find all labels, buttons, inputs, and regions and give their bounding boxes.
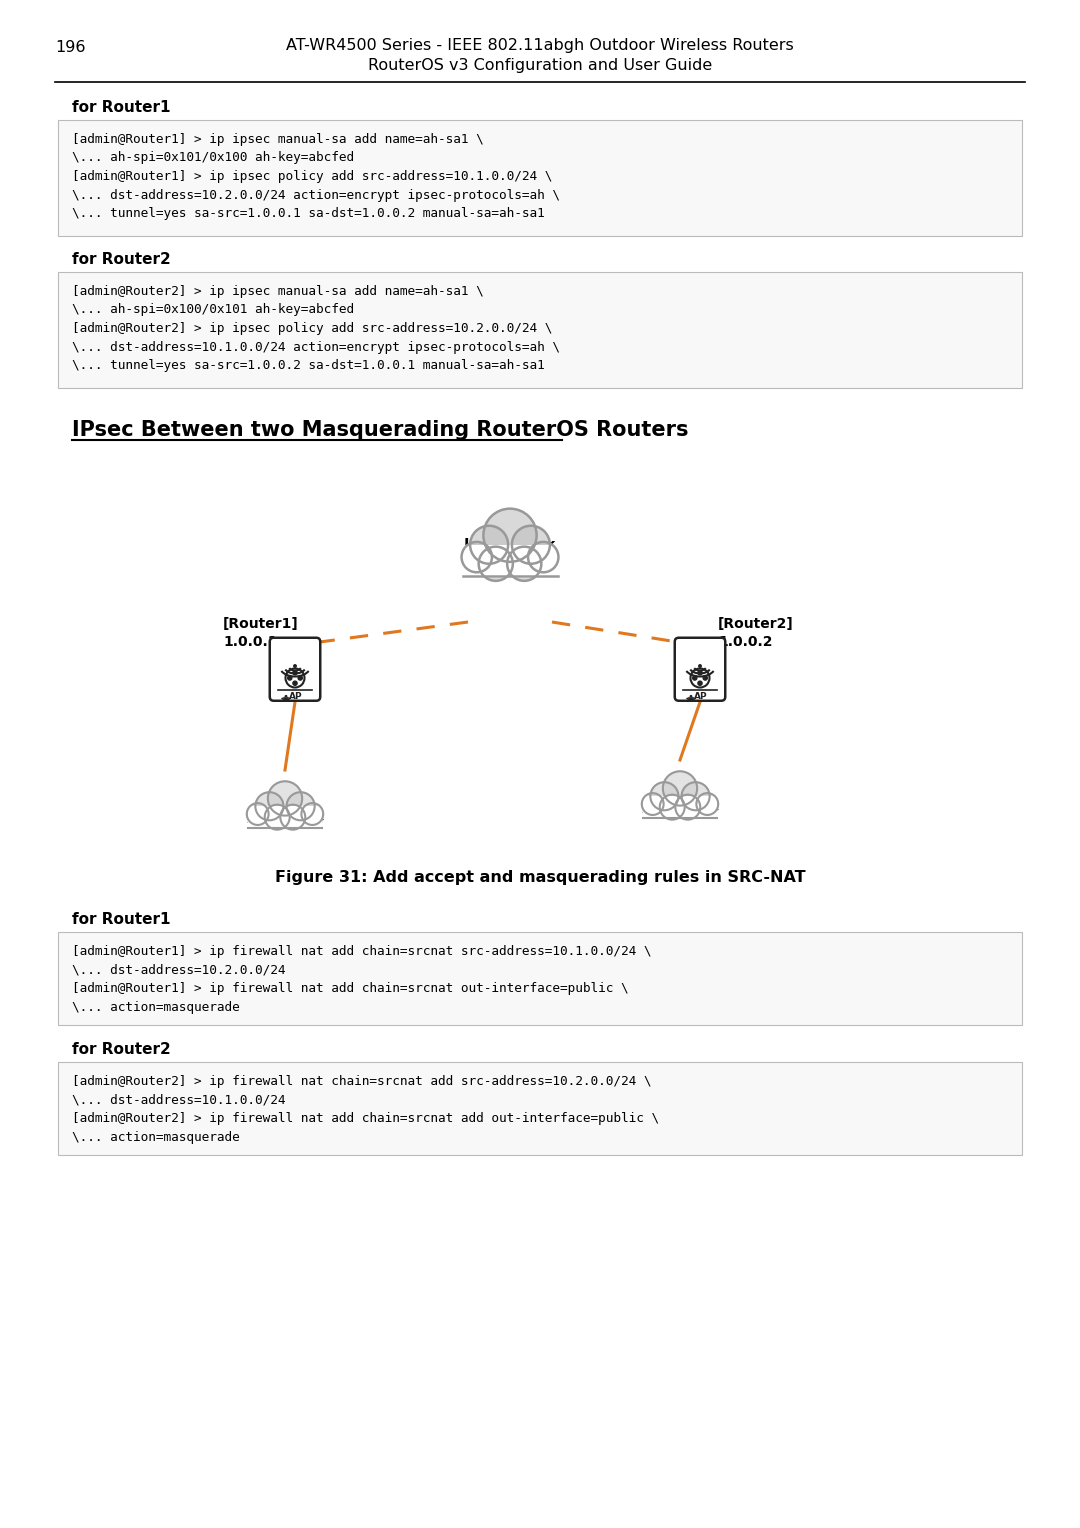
Circle shape bbox=[255, 792, 283, 821]
Text: for Router2: for Router2 bbox=[72, 1042, 171, 1057]
Circle shape bbox=[642, 793, 663, 814]
Circle shape bbox=[478, 547, 513, 581]
FancyBboxPatch shape bbox=[270, 637, 321, 701]
Circle shape bbox=[512, 526, 550, 564]
Circle shape bbox=[255, 792, 283, 821]
FancyBboxPatch shape bbox=[247, 807, 323, 830]
Text: [Router2]: [Router2] bbox=[718, 617, 794, 631]
FancyBboxPatch shape bbox=[643, 796, 717, 819]
Text: 1.0.0.2: 1.0.0.2 bbox=[718, 636, 772, 649]
FancyBboxPatch shape bbox=[458, 545, 563, 578]
Circle shape bbox=[703, 675, 707, 680]
Circle shape bbox=[697, 793, 718, 814]
Circle shape bbox=[246, 804, 269, 825]
Circle shape bbox=[294, 665, 296, 668]
Circle shape bbox=[484, 509, 537, 562]
Circle shape bbox=[281, 805, 306, 830]
Circle shape bbox=[461, 542, 492, 573]
Circle shape bbox=[698, 671, 702, 675]
Circle shape bbox=[660, 795, 685, 819]
Text: [Router1]: [Router1] bbox=[222, 617, 299, 631]
Circle shape bbox=[265, 805, 289, 830]
Circle shape bbox=[287, 675, 292, 680]
FancyBboxPatch shape bbox=[675, 637, 726, 701]
Circle shape bbox=[246, 804, 269, 825]
Circle shape bbox=[663, 772, 698, 805]
Text: [admin@Router2] > ip firewall nat chain=srcnat add src-address=10.2.0.0/24 \
\..: [admin@Router2] > ip firewall nat chain=… bbox=[72, 1076, 659, 1143]
Circle shape bbox=[268, 781, 302, 816]
Circle shape bbox=[286, 792, 314, 821]
Circle shape bbox=[281, 805, 306, 830]
Text: for Router2: for Router2 bbox=[72, 252, 171, 267]
FancyBboxPatch shape bbox=[58, 272, 1022, 388]
Circle shape bbox=[681, 782, 710, 810]
Circle shape bbox=[478, 547, 513, 581]
Text: RouterOS v3 Configuration and User Guide: RouterOS v3 Configuration and User Guide bbox=[368, 58, 712, 73]
Circle shape bbox=[699, 665, 701, 668]
Text: 196: 196 bbox=[55, 40, 85, 55]
Circle shape bbox=[293, 671, 297, 675]
Circle shape bbox=[650, 782, 678, 810]
Circle shape bbox=[681, 782, 710, 810]
Circle shape bbox=[698, 681, 702, 686]
Circle shape bbox=[470, 526, 508, 564]
Circle shape bbox=[286, 792, 314, 821]
Circle shape bbox=[675, 795, 700, 819]
Circle shape bbox=[484, 509, 537, 562]
Circle shape bbox=[461, 542, 492, 573]
FancyBboxPatch shape bbox=[58, 1062, 1022, 1155]
Text: 1.0.0.0/24: 1.0.0.0/24 bbox=[472, 555, 548, 570]
Text: 10.2.0.0/24: 10.2.0.0/24 bbox=[640, 801, 719, 814]
Circle shape bbox=[660, 795, 685, 819]
Circle shape bbox=[650, 782, 678, 810]
Circle shape bbox=[298, 675, 302, 680]
Text: Figure 31: Add accept and masquerading rules in SRC-NAT: Figure 31: Add accept and masquerading r… bbox=[274, 869, 806, 885]
Circle shape bbox=[675, 795, 700, 819]
Text: AP: AP bbox=[289, 692, 302, 701]
Text: [admin@Router2] > ip ipsec manual-sa add name=ah-sa1 \
\... ah-spi=0x100/0x101 a: [admin@Router2] > ip ipsec manual-sa add… bbox=[72, 286, 561, 371]
Circle shape bbox=[301, 804, 323, 825]
Text: IPsec Between two Masquerading RouterOS Routers: IPsec Between two Masquerading RouterOS … bbox=[72, 420, 689, 440]
Circle shape bbox=[663, 772, 698, 805]
Circle shape bbox=[528, 542, 558, 573]
Circle shape bbox=[293, 681, 297, 686]
Circle shape bbox=[528, 542, 558, 573]
Circle shape bbox=[512, 526, 550, 564]
Circle shape bbox=[697, 793, 718, 814]
Text: 10.1.0.0/24: 10.1.0.0/24 bbox=[245, 811, 325, 825]
Circle shape bbox=[301, 804, 323, 825]
Circle shape bbox=[508, 547, 541, 581]
FancyBboxPatch shape bbox=[58, 121, 1022, 235]
Text: AP: AP bbox=[694, 692, 707, 701]
Circle shape bbox=[265, 805, 289, 830]
Text: AT-WR4500 Series - IEEE 802.11abgh Outdoor Wireless Routers: AT-WR4500 Series - IEEE 802.11abgh Outdo… bbox=[286, 38, 794, 53]
Text: for Router1: for Router1 bbox=[72, 99, 171, 115]
Circle shape bbox=[508, 547, 541, 581]
Text: 1.0.0.1: 1.0.0.1 bbox=[222, 636, 278, 649]
Circle shape bbox=[642, 793, 663, 814]
Text: [admin@Router1] > ip ipsec manual-sa add name=ah-sa1 \
\... ah-spi=0x101/0x100 a: [admin@Router1] > ip ipsec manual-sa add… bbox=[72, 133, 561, 220]
Circle shape bbox=[470, 526, 508, 564]
Text: IP Network: IP Network bbox=[464, 538, 556, 553]
Text: [admin@Router1] > ip firewall nat add chain=srcnat src-address=10.1.0.0/24 \
\..: [admin@Router1] > ip firewall nat add ch… bbox=[72, 944, 651, 1013]
Circle shape bbox=[692, 675, 697, 680]
Text: for Router1: for Router1 bbox=[72, 912, 171, 927]
FancyBboxPatch shape bbox=[58, 932, 1022, 1025]
Circle shape bbox=[268, 781, 302, 816]
